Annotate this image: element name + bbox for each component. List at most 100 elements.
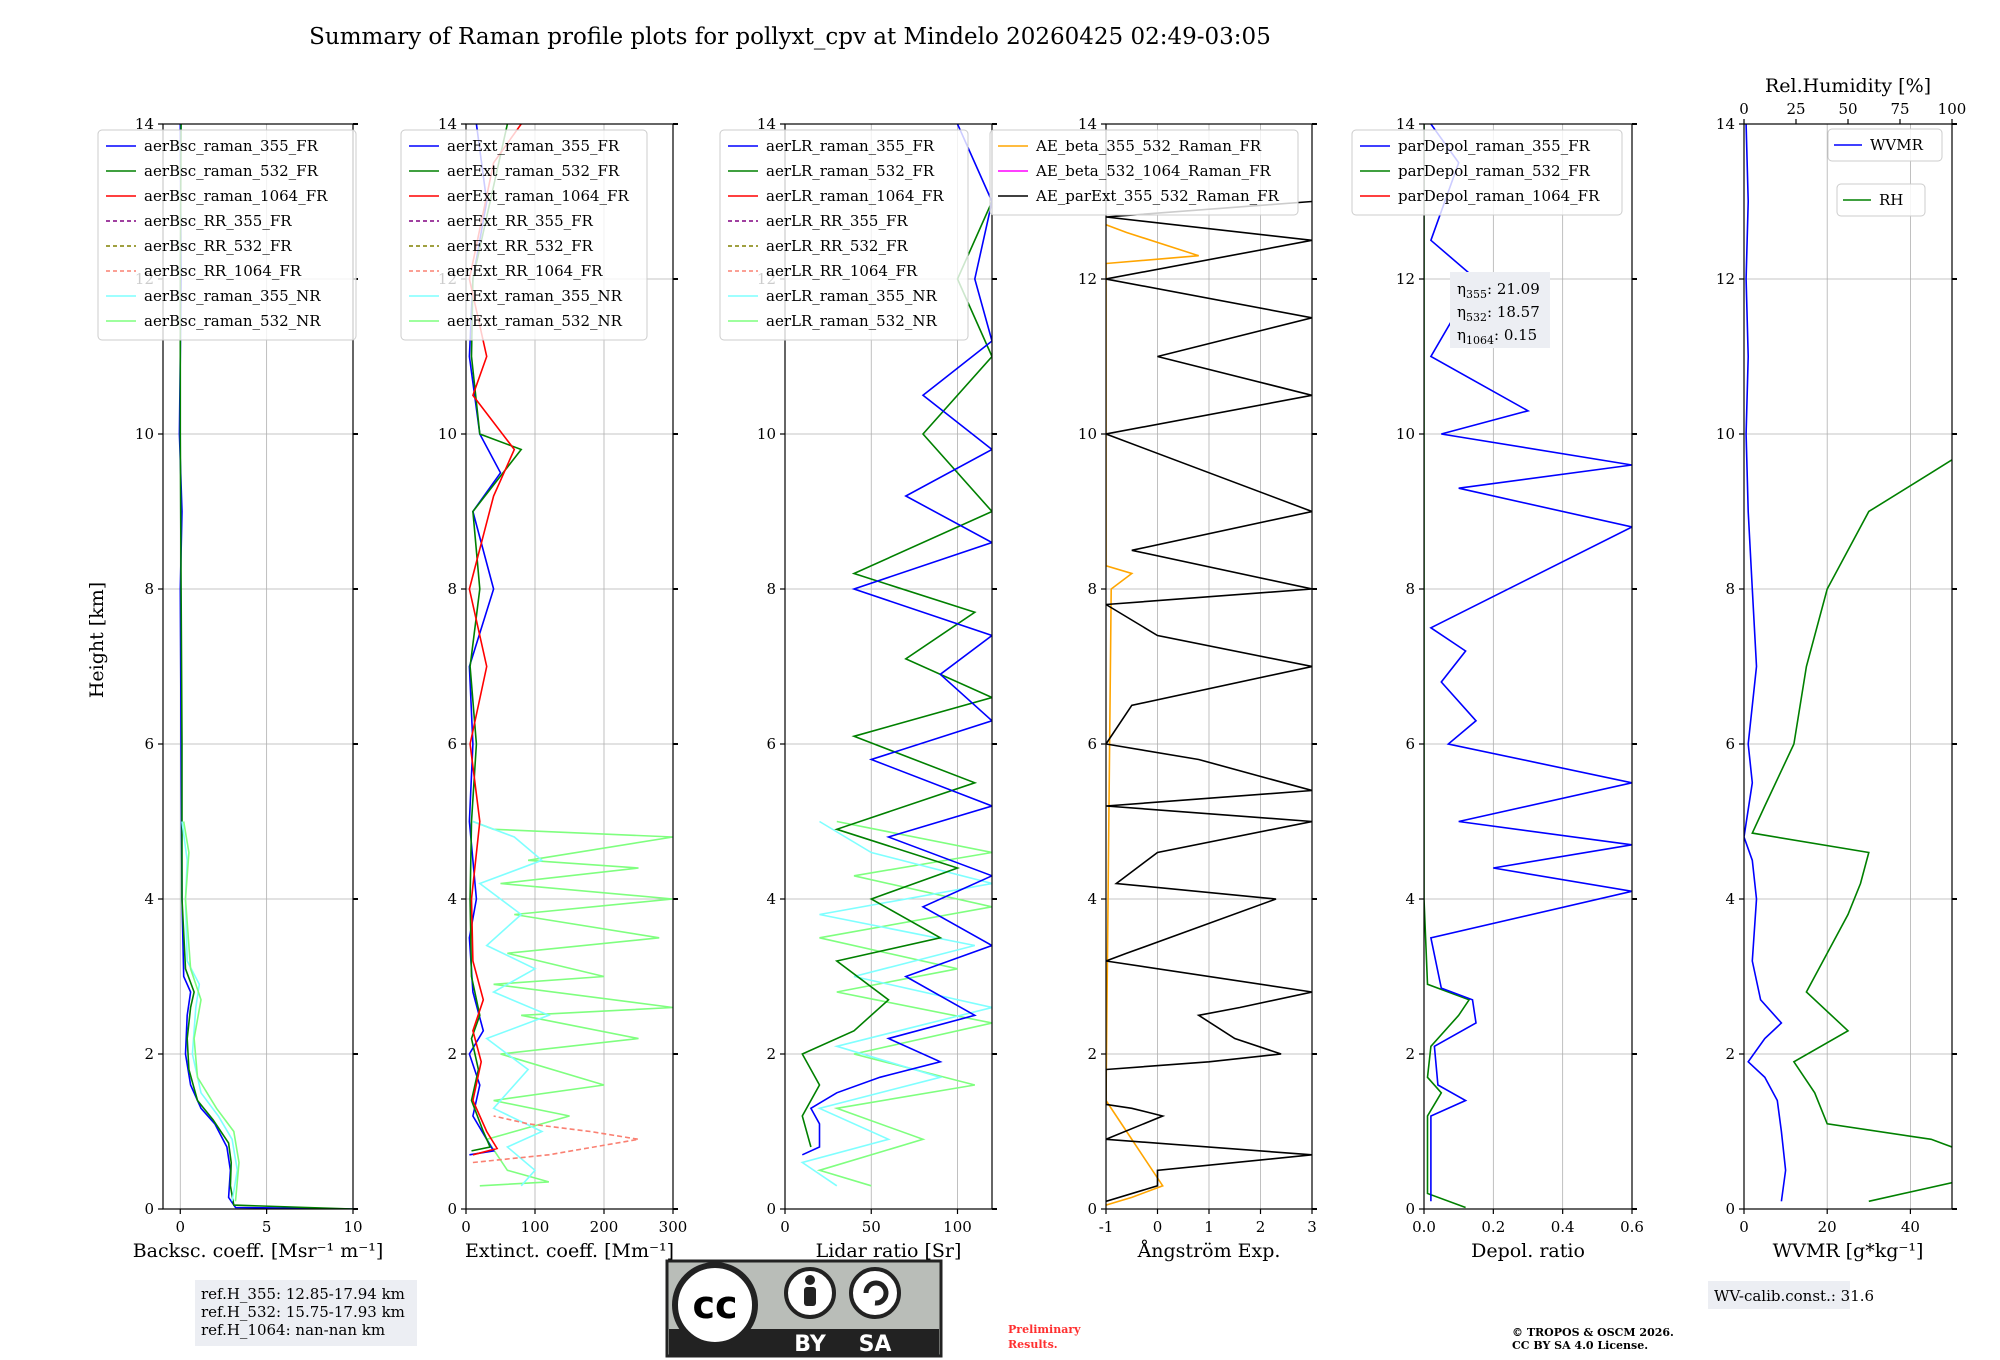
- series-aerBsc_raman_532_NR: [182, 821, 240, 1202]
- ref-height-1064: ref.H_1064: nan-nan km: [201, 1321, 385, 1339]
- y-tick-label: 8: [447, 580, 457, 598]
- panel-depol: 0 2 4 6 8 10 12 14 0.0 0.2 0.4 0.6 Depol. ratio parDe…: [1351, 115, 1644, 1262]
- x-tick-label: 0: [1739, 1218, 1749, 1236]
- y-tick-label: 6: [766, 735, 776, 753]
- y-tick-label: 4: [144, 890, 154, 908]
- series-group: [178, 124, 353, 1209]
- y-tick-label: 10: [438, 425, 457, 443]
- legend-label: aerLR_raman_532_NR: [766, 312, 937, 330]
- y-tick-label: 14: [1078, 115, 1097, 133]
- figure-title: Summary of Raman profile plots for polly…: [309, 24, 1271, 50]
- y-tick-label: 14: [757, 115, 776, 133]
- legend-label: aerLR_raman_355_NR: [766, 287, 937, 305]
- legend-label: aerLR_raman_355_FR: [766, 137, 935, 155]
- legend-label: aerBsc_RR_1064_FR: [144, 262, 302, 280]
- series-aerLR_raman_532_FR: [801, 201, 992, 1148]
- legend-box: [719, 129, 969, 341]
- y-tick-label: 14: [438, 115, 457, 133]
- x-tick-label: 100: [943, 1218, 972, 1236]
- x-tick-label: 200: [590, 1218, 619, 1236]
- ref-height-532: ref.H_532: 15.75-17.93 km: [201, 1303, 405, 1321]
- series-aerExt_raman_532_FR: [469, 124, 523, 1152]
- wv-calib-box: WV-calib.const.: 31.6: [1708, 1281, 1874, 1309]
- legend-box: [400, 129, 648, 341]
- axes-frame: [162, 123, 354, 1210]
- eta-background: [1450, 272, 1550, 348]
- y-tick-label: 8: [144, 580, 154, 598]
- series-aerBsc_raman_532_FR: [179, 124, 353, 1209]
- y-tick-label: 12: [1078, 270, 1097, 288]
- series-group: [800, 124, 992, 1187]
- y-tick-label: 10: [135, 425, 154, 443]
- legend-label: aerLR_RR_355_FR: [766, 212, 908, 230]
- axes-frame: [784, 123, 993, 1210]
- axes-frame: [465, 123, 674, 1210]
- legend-label: aerLR_RR_1064_FR: [766, 262, 918, 280]
- series-group: [1106, 200, 1312, 1206]
- top-x-tick-label: 25: [1786, 100, 1805, 118]
- x-tick-label: 5: [262, 1218, 272, 1236]
- series-aerLR_raman_532_NR: [816, 820, 992, 1187]
- y-tick-label: 2: [447, 1045, 457, 1063]
- preliminary-line-1: Preliminary: [1008, 1323, 1081, 1336]
- series-aerExt_raman_1064_FR: [468, 124, 522, 1156]
- x-tick-label: 300: [659, 1218, 688, 1236]
- y-tick-label: 6: [1725, 735, 1735, 753]
- copyright-line-1: © TROPOS & OSCM 2026.: [1512, 1326, 1674, 1339]
- axes-frame: [1423, 123, 1633, 1210]
- eta-532: η532: 18.57: [1457, 303, 1540, 324]
- legend-label: aerExt_raman_355_NR: [447, 287, 623, 305]
- axes-frame: [1743, 123, 1953, 1210]
- series-aerExt_raman_355_NR: [472, 820, 551, 1187]
- y-tick-label: 4: [1087, 890, 1097, 908]
- eta-355: η355: 21.09: [1457, 280, 1540, 301]
- x-tick-label: 0.6: [1620, 1218, 1644, 1236]
- y-tick-label: 8: [766, 580, 776, 598]
- legend-label: aerLR_raman_532_FR: [766, 162, 935, 180]
- y-tick-label: 8: [1725, 580, 1735, 598]
- legend: WVMR RH: [1827, 128, 1943, 217]
- cc-by-sa-badge: cc BY SA: [665, 1259, 943, 1358]
- x-tick-label: 10: [343, 1218, 362, 1236]
- top-x-tick-label: 50: [1838, 100, 1857, 118]
- x-tick-label: 50: [862, 1218, 881, 1236]
- x-axis-label: WVMR [g*kg⁻¹]: [1773, 1240, 1924, 1262]
- legend: aerExt_raman_355_FR aerExt_raman_532_FRae…: [400, 129, 648, 341]
- legend-label: aerExt_raman_532_NR: [447, 312, 623, 330]
- y-tick-label: 0: [1405, 1200, 1415, 1218]
- x-tick-label: 0.4: [1551, 1218, 1575, 1236]
- wv-calib-text: WV-calib.const.: 31.6: [1714, 1287, 1874, 1305]
- legend: aerLR_raman_355_FR aerLR_raman_532_FR aerL…: [719, 129, 969, 341]
- legend-box: [989, 129, 1299, 216]
- x-axis-label: Extinct. coeff. [Mm⁻¹]: [465, 1240, 674, 1262]
- legend-label: aerBsc_RR_532_FR: [144, 237, 292, 255]
- legend-label: parDepol_raman_532_FR: [1398, 162, 1591, 180]
- panels: 024681012140510Backsc. coeff. [Msr⁻¹ m⁻¹…: [97, 75, 1966, 1262]
- series-aerExt_raman_532_NR: [472, 820, 673, 1187]
- y-tick-label: 0: [144, 1200, 154, 1218]
- ref-heights-background: [195, 1280, 417, 1346]
- preliminary-line-2: Results.: [1008, 1338, 1058, 1351]
- legend-label: parDepol_raman_355_FR: [1398, 137, 1591, 155]
- series-group: [1744, 124, 1952, 1203]
- sa-label: SA: [859, 1332, 892, 1357]
- ref-height-355: ref.H_355: 12.85-17.94 km: [201, 1285, 405, 1303]
- series-RH: [1751, 458, 1952, 1203]
- x-tick-label: 0: [1153, 1218, 1163, 1236]
- y-tick-label: 2: [1405, 1045, 1415, 1063]
- legend-box: [1827, 128, 1943, 162]
- y-tick-label: 4: [447, 890, 457, 908]
- y-tick-label: 8: [1087, 580, 1097, 598]
- y-tick-label: 0: [447, 1200, 457, 1218]
- x-tick-label: 1: [1204, 1218, 1214, 1236]
- panel-bsc: 024681012140510Backsc. coeff. [Msr⁻¹ m⁻¹…: [97, 115, 383, 1262]
- legend-label: aerBsc_RR_355_FR: [144, 212, 292, 230]
- legend-box: [1351, 129, 1623, 216]
- series-WVMR: [1744, 124, 1787, 1202]
- x-tick-label: 100: [521, 1218, 550, 1236]
- top-x-tick-label: 0: [1739, 100, 1749, 118]
- series-group: [1424, 124, 1632, 1209]
